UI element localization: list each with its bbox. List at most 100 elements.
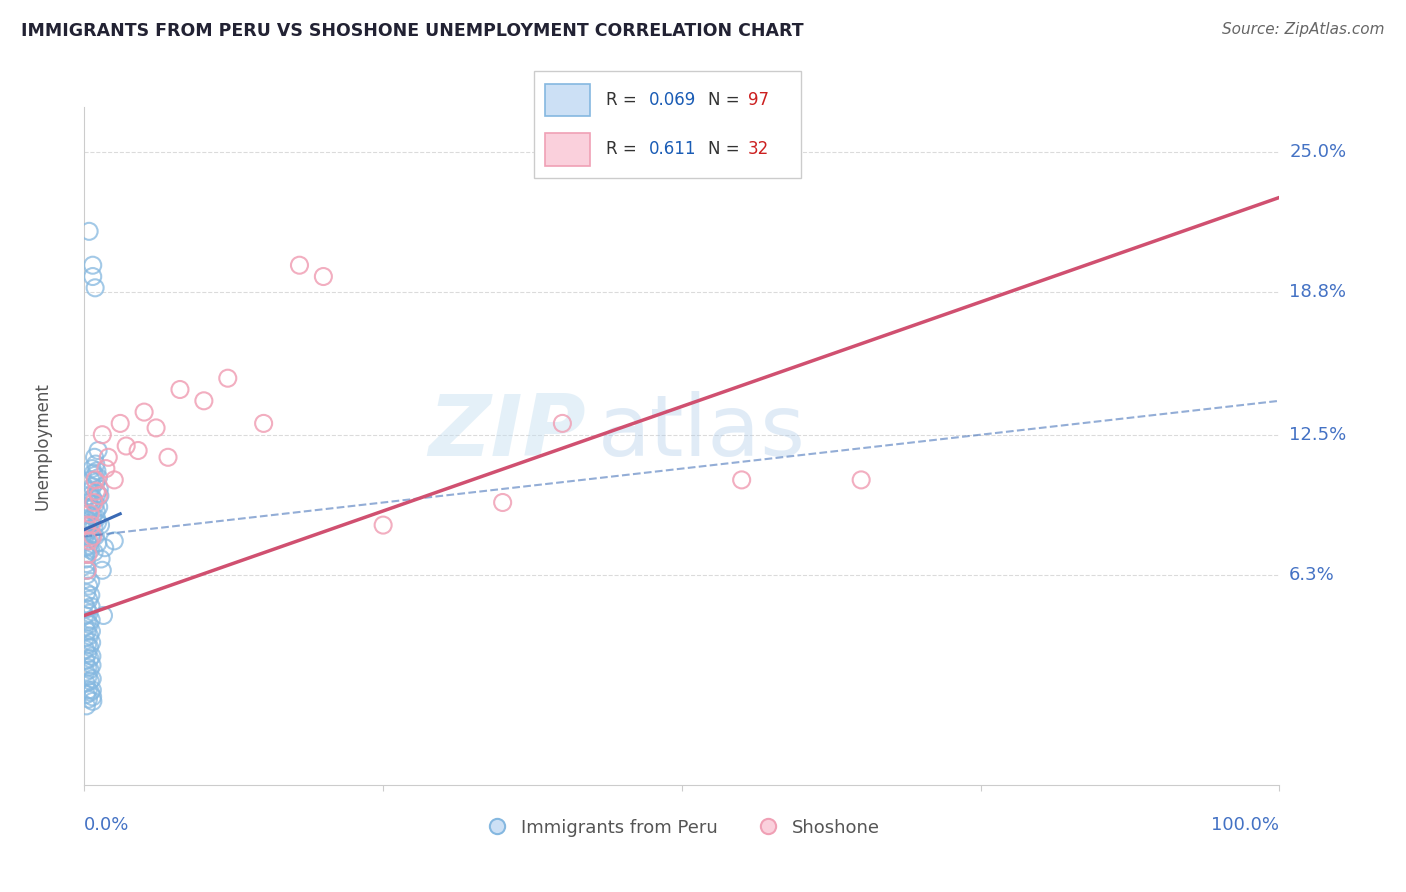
Point [80,658,103,673]
Point [79,673,101,688]
Point [288,258,311,272]
Point [79,629,101,643]
Point [75,654,97,668]
Point [82,529,104,543]
Point [312,269,335,284]
Point [82,269,104,284]
Text: N =: N = [709,141,745,159]
Point [79,484,101,499]
Point [79,663,101,677]
Point [76,557,98,571]
Point [80,588,103,602]
Point [82,491,104,505]
Point [103,533,125,548]
Point [86,484,108,499]
Text: 18.8%: 18.8% [1289,284,1346,301]
Point [75,688,97,702]
Point [103,473,125,487]
Point [86,486,108,500]
Point [79,651,101,665]
Point [94,461,117,475]
Point [77,538,100,552]
Text: N =: N = [709,91,745,109]
Point [75,642,97,657]
Point [76,638,98,652]
Point [82,694,104,708]
Point [79,502,101,516]
Point [77,507,100,521]
Point [77,533,100,548]
Point [80,527,103,541]
Point [87,489,110,503]
Point [145,421,167,435]
Point [86,511,108,525]
Point [132,405,156,419]
Point [86,516,108,530]
Point [79,489,101,503]
Point [115,439,138,453]
Point [551,417,574,431]
Point [77,683,100,698]
Point [373,518,395,533]
Point [80,518,103,533]
Point [76,567,98,582]
Point [75,665,97,679]
Point [76,647,98,661]
Point [80,574,103,589]
Point [75,529,97,543]
Point [76,533,98,548]
Point [77,495,100,509]
Text: 100.0%: 100.0% [1212,815,1279,833]
Point [91,427,114,442]
Point [75,698,97,713]
Point [80,500,103,514]
Point [89,482,111,496]
Text: ZIP: ZIP [429,391,586,474]
Point [79,507,101,521]
FancyBboxPatch shape [546,134,591,166]
Point [91,563,114,577]
FancyBboxPatch shape [534,71,801,178]
Point [90,552,112,566]
Point [75,620,97,634]
Point [93,608,115,623]
Point [82,690,104,704]
Point [83,468,105,483]
Point [87,443,110,458]
Text: atlas: atlas [599,391,806,474]
Point [77,548,100,562]
Point [80,473,103,487]
Point [79,543,101,558]
Point [851,473,873,487]
Point [76,524,98,539]
Point [253,417,276,431]
Point [76,660,98,674]
Point [77,523,100,537]
Point [87,500,110,514]
Legend: Immigrants from Peru, Shoshone: Immigrants from Peru, Shoshone [477,812,887,844]
Text: 0.611: 0.611 [650,141,696,159]
Point [80,532,103,546]
Point [77,592,100,607]
Text: 25.0%: 25.0% [1289,144,1347,161]
Text: 0.069: 0.069 [650,91,696,109]
Point [79,685,101,699]
Point [76,563,98,577]
Point [76,518,98,533]
Point [80,649,103,664]
Point [82,683,104,698]
Point [75,541,97,555]
Point [86,504,108,518]
Point [75,676,97,690]
Point [84,529,107,543]
Point [76,563,98,577]
Text: 32: 32 [748,141,769,159]
Point [77,579,100,593]
Point [80,635,103,649]
Point [77,617,100,632]
Point [89,489,111,503]
Point [82,672,104,686]
Point [110,417,132,431]
Point [76,615,98,630]
Point [77,514,100,528]
